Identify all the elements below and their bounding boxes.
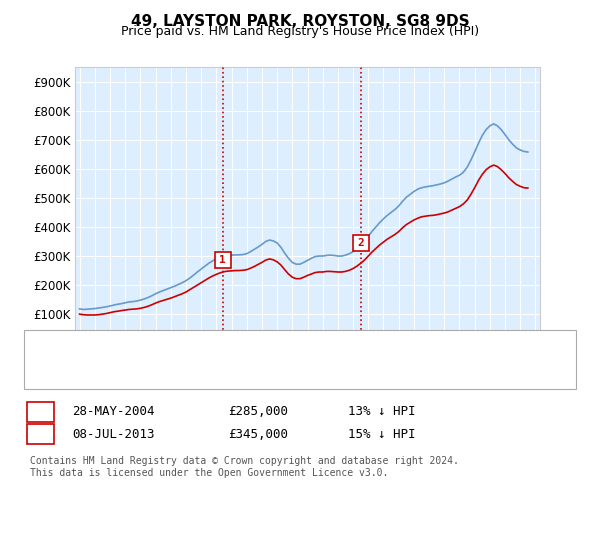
Text: 49, LAYSTON PARK, ROYSTON, SG8 9DS: 49, LAYSTON PARK, ROYSTON, SG8 9DS (131, 14, 469, 29)
Text: £285,000: £285,000 (228, 405, 288, 418)
Text: —— 49, LAYSTON PARK, ROYSTON, SG8 9DS (detached house): —— 49, LAYSTON PARK, ROYSTON, SG8 9DS (d… (54, 343, 439, 356)
Text: £345,000: £345,000 (228, 427, 288, 441)
Text: —— HPI: Average price, detached house, North Hertfordshire: —— HPI: Average price, detached house, N… (54, 364, 467, 377)
Text: 15% ↓ HPI: 15% ↓ HPI (348, 427, 415, 441)
Text: 28-MAY-2004: 28-MAY-2004 (72, 405, 155, 418)
Text: 1: 1 (220, 255, 226, 265)
Text: 08-JUL-2013: 08-JUL-2013 (72, 427, 155, 441)
Text: Contains HM Land Registry data © Crown copyright and database right 2024.
This d: Contains HM Land Registry data © Crown c… (30, 456, 459, 478)
Text: 1: 1 (37, 405, 44, 418)
Text: 2: 2 (358, 238, 364, 248)
Text: 13% ↓ HPI: 13% ↓ HPI (348, 405, 415, 418)
Text: Price paid vs. HM Land Registry's House Price Index (HPI): Price paid vs. HM Land Registry's House … (121, 25, 479, 38)
Text: 2: 2 (37, 427, 44, 441)
